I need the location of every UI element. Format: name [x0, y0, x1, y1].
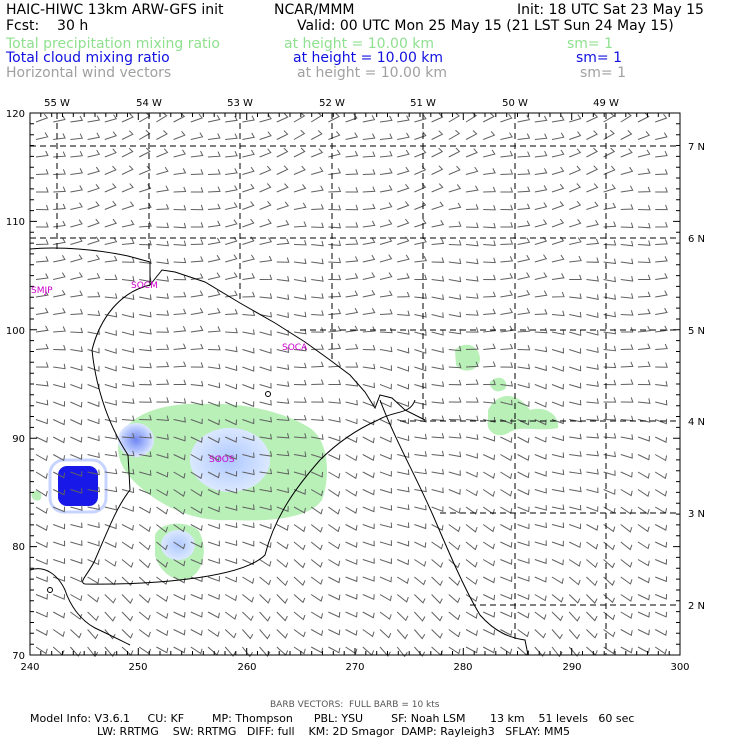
station-socm: SOCM	[131, 281, 158, 291]
field-cloud-sm: sm= 1	[576, 50, 623, 66]
model-info-line2: LW: RRTMG SW: RRTMG DIFF: full KM: 2D Sm…	[97, 725, 570, 738]
precip-area-ne2	[487, 396, 559, 436]
field-wind-name: Horizontal wind vectors	[6, 65, 172, 81]
lon-label-52w: 52 W	[319, 98, 345, 109]
lat-label-2n: 2 N	[688, 601, 705, 612]
lon-label-53w: 53 W	[227, 98, 253, 109]
y-index-labels: 120 110 100 90 80 70	[6, 109, 25, 662]
station-labels: SMJP SOCM SOCA SOOS	[31, 281, 308, 465]
y-tick-70: 70	[12, 651, 25, 662]
station-soos: SOOS	[209, 455, 235, 465]
x-tick-300: 300	[670, 662, 689, 673]
x-tick-280: 280	[453, 662, 472, 673]
border-brazil	[82, 284, 416, 585]
lat-label-4n: 4 N	[688, 417, 705, 428]
coastline	[29, 247, 529, 656]
lon-label-54w: 54 W	[136, 98, 162, 109]
lat-label-6n: 6 N	[688, 234, 705, 245]
field-wind-sm: sm= 1	[580, 65, 627, 81]
y-tick-90: 90	[12, 434, 25, 445]
field-precip-sm: sm= 1	[567, 36, 614, 52]
field-precip-level: at height = 10.00 km	[284, 36, 435, 52]
field-wind-level: at height = 10.00 km	[297, 65, 448, 81]
field-cloud-level: at height = 10.00 km	[293, 50, 444, 66]
lon-label-55w: 55 W	[44, 98, 70, 109]
map-frame	[29, 112, 681, 656]
valid-time: Valid: 00 UTC Mon 25 May 15 (21 LST Sun …	[297, 18, 674, 34]
lon-label-51w: 51 W	[410, 98, 436, 109]
barb-legend: BARB VECTORS: FULL BARB = 10 kts	[270, 700, 440, 710]
y-tick-120: 120	[6, 109, 25, 120]
model-info-line1: Model Info: V3.6.1 CU: KF MP: Thompson P…	[30, 712, 635, 725]
station-soca: SOCA	[282, 343, 308, 353]
field-cloud-name: Total cloud mixing ratio	[6, 50, 170, 66]
model-title: HAIC-HIWC 13km ARW-GFS init	[6, 2, 224, 18]
lat-label-3n: 3 N	[688, 509, 705, 520]
x-tick-250: 250	[128, 662, 147, 673]
init-time: Init: 18 UTC Sat 23 May 15	[517, 2, 704, 18]
cloud-area-center	[190, 428, 270, 492]
x-index-labels: 240 250 260 270 280 290 300	[20, 662, 689, 673]
axis-ticks	[29, 112, 681, 656]
x-tick-240: 240	[20, 662, 39, 673]
x-tick-260: 260	[237, 662, 256, 673]
cloud-core-dark	[58, 466, 98, 506]
lat-label-7n: 7 N	[688, 142, 705, 153]
x-tick-270: 270	[345, 662, 364, 673]
coast-west	[29, 568, 131, 646]
border-suriname-frenchguiana	[29, 247, 426, 421]
x-tick-290: 290	[562, 662, 581, 673]
precip-area-w	[31, 490, 42, 501]
border-brazil-east	[379, 399, 529, 656]
station-smjp: SMJP	[31, 286, 53, 296]
cloud-area-north	[118, 423, 154, 457]
lat-labels: 7 N 6 N 5 N 4 N 3 N 2 N	[688, 142, 705, 612]
wind-barbs	[35, 112, 668, 658]
y-tick-110: 110	[6, 217, 25, 228]
forecast-hour: Fcst: 30 h	[6, 18, 89, 34]
field-precip-name: Total precipitation mixing ratio	[6, 36, 220, 52]
tick-marks	[29, 112, 681, 656]
org-label: NCAR/MMM	[274, 2, 355, 18]
lon-label-49w: 49 W	[593, 98, 619, 109]
wind-barb-paths	[35, 112, 668, 658]
latlon-grid	[30, 113, 680, 655]
lon-label-50w: 50 W	[502, 98, 528, 109]
lon-labels: 55 W 54 W 53 W 52 W 51 W 50 W 49 W	[44, 98, 619, 109]
lat-label-5n: 5 N	[688, 326, 705, 337]
y-tick-80: 80	[12, 542, 25, 553]
y-tick-100: 100	[6, 326, 25, 337]
cloud-field	[48, 423, 270, 560]
